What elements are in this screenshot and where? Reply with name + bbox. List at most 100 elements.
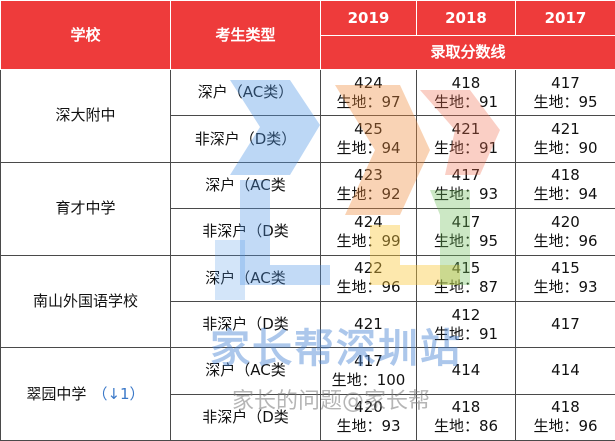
geo-bio-value: 91 — [478, 139, 499, 158]
score-cell: 412 生地：91 — [416, 300, 516, 349]
school-name-cell: 南山外国语学校 — [0, 254, 171, 349]
student-type: 深户（AC类 — [170, 347, 321, 395]
admission-score: 424 — [354, 212, 383, 231]
admission-score: 422 — [354, 259, 383, 278]
geo-bio-value: 90 — [578, 139, 598, 158]
geo-bio-score: 生地：93 — [321, 417, 416, 436]
geo-bio-value: 94 — [578, 185, 598, 204]
school-name-cell: 翠园中学 （↓1） — [0, 347, 171, 441]
score-cell: 421 生地：90 — [515, 115, 615, 163]
score-cell: 418 生地：94 — [515, 161, 615, 210]
geo-bio-value: 93 — [478, 185, 499, 204]
geo-bio-value: 97 — [381, 92, 401, 111]
geo-bio-label: 生地： — [533, 278, 579, 297]
admission-score: 415 — [551, 259, 580, 278]
school-name: 深大附中 — [55, 106, 116, 125]
school-name-cell: 育才中学 — [0, 161, 171, 256]
admission-score: 417 — [451, 166, 481, 185]
header-year-2017: 2017 — [515, 0, 615, 36]
score-cell: 415 生地：93 — [515, 254, 615, 302]
score-cell: 420 生地：96 — [515, 208, 615, 256]
score-cell: 418 生地：96 — [515, 393, 615, 441]
table-row: 非深户（D类 421 412 生地：91 417 — [1, 300, 615, 349]
geo-bio-value: 94 — [381, 139, 401, 158]
geo-bio-value: 92 — [381, 185, 401, 204]
geo-bio-value: 95 — [578, 92, 598, 111]
geo-bio-label: 生地： — [336, 185, 382, 204]
geo-bio-label: 生地： — [533, 139, 579, 158]
score-cell: 423 生地：92 — [320, 161, 417, 210]
geo-bio-label: 生地： — [533, 92, 579, 111]
score-cell: 418 生地：86 — [416, 393, 516, 441]
geo-bio-label: 生地： — [533, 231, 579, 250]
header-school: 学校 — [0, 0, 171, 70]
geo-bio-value: 93 — [381, 417, 401, 436]
geo-bio-value: 91 — [478, 324, 499, 343]
score-cell: 414 — [416, 347, 516, 395]
score-cell: 414 — [515, 347, 615, 395]
score-cell: 418 生地：91 — [416, 68, 516, 117]
admission-score: 418 — [551, 398, 580, 417]
score-cell: 417 生地：93 — [416, 161, 516, 210]
admission-score: 412 — [451, 305, 481, 324]
table-row: 南山外国语学校 深户（AC类 422 生地：96 415 生地：87 415 生地：93 — [0, 254, 615, 349]
geo-bio-label: 生地： — [433, 278, 479, 297]
geo-bio-score: 生地：96 — [516, 232, 615, 251]
geo-bio-score: 生地：93 — [516, 278, 615, 297]
admission-score: 420 — [354, 398, 383, 417]
geo-bio-label: 生地： — [433, 139, 479, 158]
table-row: 翠园中学 （↓1） 深户（AC类 417 生地：100 414 414 — [0, 347, 615, 441]
school-name-cell: 深大附中 — [0, 69, 171, 163]
geo-bio-value: 86 — [478, 417, 499, 436]
geo-bio-label: 生地： — [433, 92, 479, 111]
table-row: 非深户（D类 424 生地：99 417 生地：95 420 生地：96 — [1, 208, 615, 256]
table-row: 育才中学 深户（AC类 423 生地：92 417 生地：93 418 生地：94 — [0, 161, 615, 256]
geo-bio-value: 96 — [578, 231, 598, 250]
admission-score: 417 — [354, 351, 383, 370]
geo-bio-score: 生地：91 — [417, 139, 515, 158]
admission-score: 418 — [551, 166, 580, 185]
geo-bio-label: 生地： — [331, 370, 377, 389]
geo-bio-label: 生地： — [336, 139, 382, 158]
table-row: 非深户（D类 420 生地：93 418 生地：86 418 生地：96 — [1, 393, 615, 441]
score-cell: 417 生地：95 — [416, 208, 516, 256]
geo-bio-score: 生地：95 — [516, 93, 615, 112]
geo-bio-score: 生地：94 — [321, 139, 416, 158]
school-name: 翠园中学 — [26, 384, 87, 403]
admission-score: 418 — [451, 398, 481, 417]
school-name: 南山外国语学校 — [32, 291, 138, 310]
geo-bio-label: 生地： — [433, 417, 479, 436]
admission-score: 418 — [451, 73, 481, 92]
score-cell: 421 — [320, 300, 417, 349]
admission-score: 417 — [551, 73, 580, 92]
student-type: 深户（AC类 — [170, 254, 321, 302]
geo-bio-value: 96 — [578, 417, 598, 436]
geo-bio-value: 99 — [381, 231, 401, 250]
student-type: 深户（AC类） — [170, 68, 321, 117]
admission-score: 424 — [354, 73, 383, 92]
geo-bio-score: 生地：90 — [516, 139, 615, 158]
header-type: 考生类型 — [170, 0, 321, 70]
table-row: 深大附中 深户（AC类） 424 生地：97 418 生地：91 417 生地：95 — [0, 68, 615, 163]
rank-change-note: （↓1） — [92, 384, 145, 403]
header-year-2018: 2018 — [416, 0, 516, 36]
header-year-2019: 2019 — [320, 0, 417, 36]
geo-bio-value: 91 — [478, 92, 499, 111]
geo-bio-label: 生地： — [533, 185, 579, 204]
geo-bio-score: 生地：96 — [516, 417, 615, 436]
geo-bio-label: 生地： — [433, 324, 479, 343]
score-cell: 422 生地：96 — [320, 254, 417, 302]
geo-bio-score: 生地：87 — [417, 278, 515, 297]
admission-score: 421 — [551, 120, 580, 139]
header-score-line: 录取分数线 — [320, 35, 615, 70]
student-type: 非深户（D类 — [170, 300, 321, 349]
score-cell: 417 — [515, 300, 615, 349]
geo-bio-value: 87 — [478, 278, 499, 297]
geo-bio-score: 生地：100 — [321, 371, 416, 390]
geo-bio-label: 生地： — [336, 231, 382, 250]
geo-bio-score: 生地：93 — [417, 185, 515, 204]
geo-bio-score: 生地：92 — [321, 185, 416, 204]
admission-score: 421 — [354, 315, 383, 334]
student-type: 非深户（D类） — [170, 115, 321, 163]
